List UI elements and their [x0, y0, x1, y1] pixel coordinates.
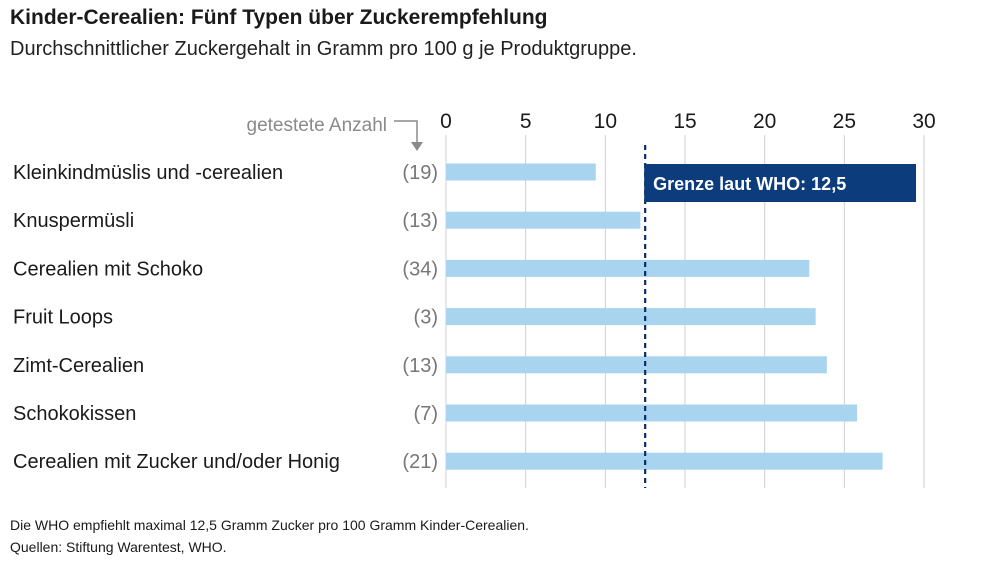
bar-2 — [446, 211, 641, 229]
category-label-6: Schokokissen — [13, 403, 136, 425]
bar-4 — [446, 308, 816, 326]
bar-5 — [446, 356, 827, 374]
who-label-text: Grenze laut WHO: 12,5 — [653, 174, 846, 194]
count-header-arrow-line — [394, 120, 418, 146]
chart-title: Kinder-Cerealien: Fünf Typen über Zucker… — [10, 6, 548, 29]
count-label-7: (21) — [402, 451, 438, 473]
category-label-2: Knuspermüsli — [13, 210, 134, 232]
category-label-7: Cerealien mit Zucker und/oder Honig — [13, 451, 340, 473]
category-label-4: Fruit Loops — [13, 307, 113, 329]
count-label-5: (13) — [402, 355, 438, 377]
bar-7 — [446, 452, 883, 470]
count-header: getestete Anzahl — [247, 115, 388, 136]
category-label-1: Kleinkindmüslis und -cerealien — [13, 162, 283, 184]
bar-3 — [446, 259, 810, 277]
who-reference: Grenze laut WHO: 12,5 — [644, 145, 916, 488]
count-label-4: (3) — [414, 307, 438, 329]
footnote-line-2: Quellen: Stiftung Warentest, WHO. — [10, 539, 227, 555]
x-tick-label-5: 5 — [520, 110, 532, 133]
labels: 0 5 10 15 20 25 30 getestete Anzahl Kleinkindmüs… — [13, 110, 936, 473]
bars — [446, 163, 883, 470]
footnote: Die WHO empfiehlt maximal 12,5 Gramm Zuc… — [10, 514, 529, 558]
bar-6 — [446, 404, 858, 422]
category-label-5: Zimt-Cerealien — [13, 355, 144, 377]
category-label-3: Cerealien mit Schoko — [13, 258, 203, 280]
count-label-6: (7) — [414, 403, 438, 425]
footnote-line-1: Die WHO empfiehlt maximal 12,5 Gramm Zuc… — [10, 517, 529, 533]
count-label-2: (13) — [402, 210, 438, 232]
x-tick-label-10: 10 — [594, 110, 617, 133]
x-tick-label-25: 25 — [833, 110, 856, 133]
count-label-3: (34) — [402, 258, 438, 280]
x-tick-label-15: 15 — [673, 110, 696, 133]
x-tick-label-20: 20 — [753, 110, 776, 133]
bar-1 — [446, 163, 596, 181]
who-label-box — [644, 164, 916, 202]
x-tick-label-0: 0 — [440, 110, 452, 133]
count-header-arrow-head — [411, 142, 423, 151]
x-tick-label-30: 30 — [912, 110, 935, 133]
count-label-1: (19) — [402, 162, 438, 184]
chart-subtitle: Durchschnittlicher Zuckergehalt in Gramm… — [10, 38, 637, 60]
